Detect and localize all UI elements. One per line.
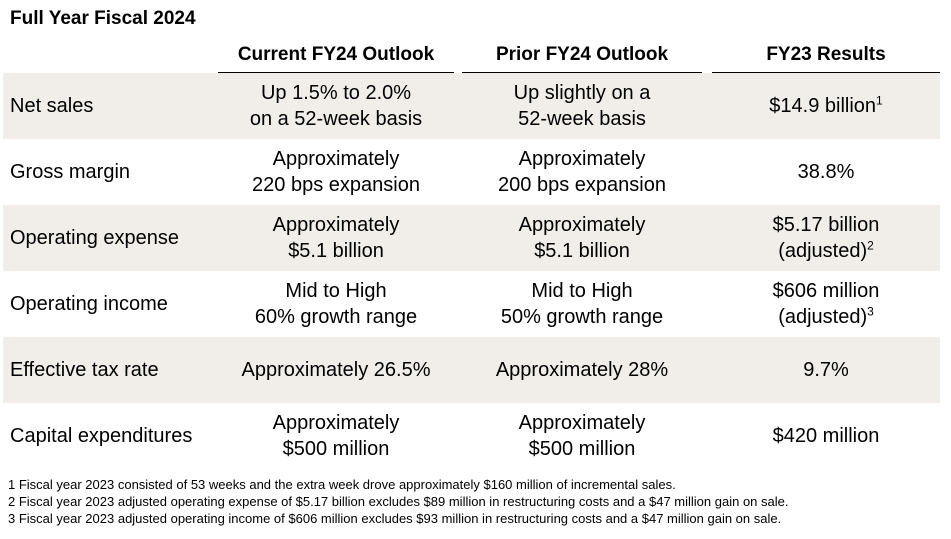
footnote-1: 1 Fiscal year 2023 consisted of 53 weeks… [8, 477, 676, 492]
table-row-operating-income: Operating income Mid to High 60% growth … [3, 271, 940, 337]
cell-line: Up 1.5% to 2.0% [260, 82, 412, 104]
current-outlook-cell: Mid to High 60% growth range [218, 271, 454, 337]
cell-value: $14.9 billion [769, 95, 877, 117]
cell-line: 220 bps expansion [252, 174, 420, 196]
fy23-results-cell: $420 million [712, 403, 940, 469]
prior-outlook-cell: Approximately 28% [462, 337, 702, 403]
fy23-results-cell: 38.8% [712, 139, 940, 205]
column-header-current-outlook: Current FY24 Outlook [218, 42, 454, 74]
cell-line: $606 million [772, 280, 880, 302]
footnote-2: 2 Fiscal year 2023 adjusted operating ex… [8, 494, 789, 509]
fy23-results-cell: $14.9 billion1 [712, 73, 940, 139]
table-row-net-sales: Net sales Up 1.5% to 2.0% on a 52-week b… [3, 73, 940, 139]
cell-line: $5.1 billion [288, 240, 384, 262]
current-outlook-cell: Approximately $500 million [218, 403, 454, 469]
cell-line: Approximately [272, 214, 400, 236]
cell-line: (adjusted)2 [778, 238, 874, 264]
table-row-capital-expenditures: Capital expenditures Approximately $500 … [3, 403, 940, 469]
cell-line: on a 52-week basis [249, 108, 423, 130]
row-label: Operating expense [10, 227, 180, 249]
cell-value: (adjusted) [778, 240, 868, 262]
table-row-operating-expense: Operating expense Approximately $5.1 bil… [3, 205, 940, 271]
prior-outlook-cell: Up slightly on a 52-week basis [462, 73, 702, 139]
column-header-fy23-results: FY23 Results [712, 42, 940, 74]
table-title: Full Year Fiscal 2024 [10, 8, 196, 29]
cell-line: $5.17 billion [772, 214, 880, 236]
current-outlook-cell: Approximately 26.5% [218, 337, 454, 403]
cell-line: 50% growth range [500, 306, 664, 328]
row-label: Effective tax rate [10, 359, 159, 381]
cell-line: Up slightly on a [513, 82, 651, 104]
row-label: Operating income [10, 293, 168, 315]
cell-line: 60% growth range [254, 306, 418, 328]
prior-outlook-cell: Approximately $500 million [462, 403, 702, 469]
cell-line: Approximately [272, 148, 400, 170]
footnote-3: 3 Fiscal year 2023 adjusted operating in… [8, 511, 782, 526]
row-label: Gross margin [10, 161, 131, 183]
footnote-marker: 2 [867, 238, 874, 253]
footnote-marker: 1 [876, 93, 883, 108]
cell-line: 52-week basis [518, 108, 646, 130]
cell-line: Approximately [518, 412, 646, 434]
table-row-gross-margin: Gross margin Approximately 220 bps expan… [3, 139, 940, 205]
prior-outlook-cell: Approximately $5.1 billion [462, 205, 702, 271]
cell-line: $500 million [528, 438, 636, 460]
cell-line: $420 million [772, 425, 880, 447]
cell-line: Approximately 28% [495, 359, 669, 381]
cell-line: 9.7% [803, 359, 849, 381]
current-outlook-cell: Approximately $5.1 billion [218, 205, 454, 271]
cell-line: $5.1 billion [534, 240, 630, 262]
cell-line: $14.9 billion1 [769, 93, 882, 119]
footnotes: 1 Fiscal year 2023 consisted of 53 weeks… [8, 476, 788, 527]
footnote-marker: 3 [867, 304, 874, 319]
fy23-results-cell: $5.17 billion (adjusted)2 [712, 205, 940, 271]
table-row-effective-tax-rate: Effective tax rate Approximately 26.5% A… [3, 337, 940, 403]
cell-line: Mid to High [531, 280, 633, 302]
cell-line: Approximately 26.5% [241, 359, 431, 381]
cell-line: $500 million [282, 438, 390, 460]
cell-value: (adjusted) [778, 306, 868, 328]
prior-outlook-cell: Approximately 200 bps expansion [462, 139, 702, 205]
row-label: Capital expenditures [10, 425, 193, 447]
cell-line: Approximately [518, 214, 646, 236]
current-outlook-cell: Up 1.5% to 2.0% on a 52-week basis [218, 73, 454, 139]
cell-line: Mid to High [285, 280, 387, 302]
cell-line: (adjusted)3 [778, 304, 874, 330]
cell-line: Approximately [518, 148, 646, 170]
column-header-prior-outlook: Prior FY24 Outlook [462, 42, 702, 74]
fy23-results-cell: 9.7% [712, 337, 940, 403]
row-label: Net sales [10, 95, 94, 117]
prior-outlook-cell: Mid to High 50% growth range [462, 271, 702, 337]
cell-line: Approximately [272, 412, 400, 434]
cell-line: 38.8% [797, 161, 855, 183]
fy23-results-cell: $606 million (adjusted)3 [712, 271, 940, 337]
cell-line: 200 bps expansion [498, 174, 666, 196]
current-outlook-cell: Approximately 220 bps expansion [218, 139, 454, 205]
